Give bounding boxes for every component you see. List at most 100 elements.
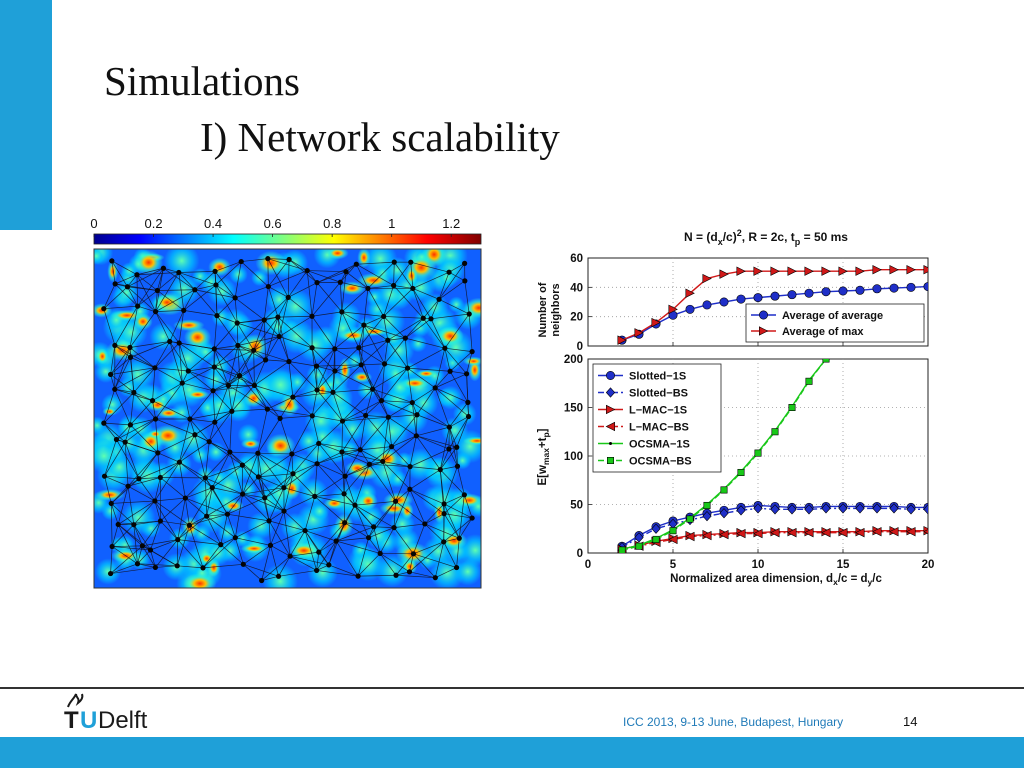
network-node [227,449,233,455]
network-link [277,297,289,318]
network-link [142,520,161,547]
network-link [114,389,131,426]
data-point [685,288,695,298]
network-link [341,452,345,494]
network-node [290,394,296,400]
network-link [332,392,343,422]
network-link [235,286,269,299]
network-link [316,463,346,477]
network-link [277,317,290,362]
heat-cell [121,500,156,535]
network-link [443,517,473,543]
network-link [291,453,318,465]
network-link [363,288,369,326]
network-node [176,269,182,276]
heat-cell [384,256,411,284]
network-node [342,473,348,479]
network-node [277,415,283,421]
network-link [444,348,451,372]
slide-title: Simulations [104,58,300,104]
network-link [336,526,374,542]
heat-hotspot [283,477,301,500]
network-link [142,539,178,547]
network-node [160,265,167,271]
network-link [283,473,294,488]
network-node [447,368,453,374]
network-link [267,258,289,298]
network-node [466,311,472,317]
network-node [214,313,220,319]
network-graph [101,256,475,584]
network-link [214,366,229,386]
heat-cell [323,382,354,413]
network-node [339,418,346,424]
network-link [388,416,417,437]
network-node [181,307,187,313]
network-node [314,567,320,574]
data-point [702,300,712,310]
network-node [469,515,475,521]
network-link [449,427,458,467]
network-link [307,270,347,273]
network-link [114,347,131,390]
network-link [443,541,457,568]
network-link [228,385,233,412]
network-link [179,441,210,463]
data-point [804,288,814,298]
heat-hotspot [240,438,261,449]
data-point [668,304,678,315]
network-link [110,503,113,547]
network-link [382,461,411,467]
network-link [194,289,236,299]
heat-cell [94,438,122,474]
network-node [152,498,158,504]
heat-hotspot [345,460,370,476]
network-link [292,389,318,398]
network-link [163,267,196,291]
network-link [356,263,394,286]
network-link [288,347,313,362]
page-number: 14 [903,714,918,729]
network-link [412,288,432,320]
network-node [211,346,217,352]
network-link [157,434,196,454]
network-link [214,385,229,423]
network-link [304,530,330,566]
network-node [356,345,362,351]
network-link [410,466,441,470]
network-link [311,415,320,444]
network-link [360,446,392,451]
data-point [669,527,677,535]
data-point [651,523,661,534]
network-link [181,382,191,420]
legend-marker [605,421,615,432]
network-link [279,315,313,337]
data-point [804,266,814,276]
network-node [109,543,115,550]
network-link [227,493,243,515]
line-charts-figure: N = (dx/c)2, R = 2c, tp = 50 ms 0 20 40 60 A… [537,228,934,587]
heat-hotspot [415,369,438,378]
network-link [311,282,341,317]
network-link [208,411,233,442]
heat-hotspot [207,558,221,577]
network-link [430,313,470,320]
data-point [702,510,712,522]
network-link [382,417,389,462]
network-link [423,318,446,349]
accent-bar-bottom [0,737,1024,768]
network-link [268,520,306,531]
data-point [719,269,729,279]
network-link [157,290,184,311]
network-node [251,382,258,388]
network-link [189,487,213,526]
network-link [127,477,161,487]
network-node [265,283,271,290]
legend-label: Slotted−BS [629,388,688,400]
network-node [316,549,322,555]
network-link [258,453,293,478]
legend-label: Average of max [782,326,864,338]
network-link [228,385,268,410]
network-link [335,540,359,577]
network-link [424,523,444,543]
